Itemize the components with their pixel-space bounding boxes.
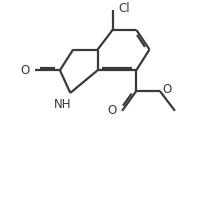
Text: Cl: Cl (118, 2, 130, 15)
Text: O: O (21, 64, 30, 77)
Text: O: O (107, 104, 116, 117)
Text: O: O (162, 83, 171, 96)
Text: NH: NH (54, 98, 71, 111)
